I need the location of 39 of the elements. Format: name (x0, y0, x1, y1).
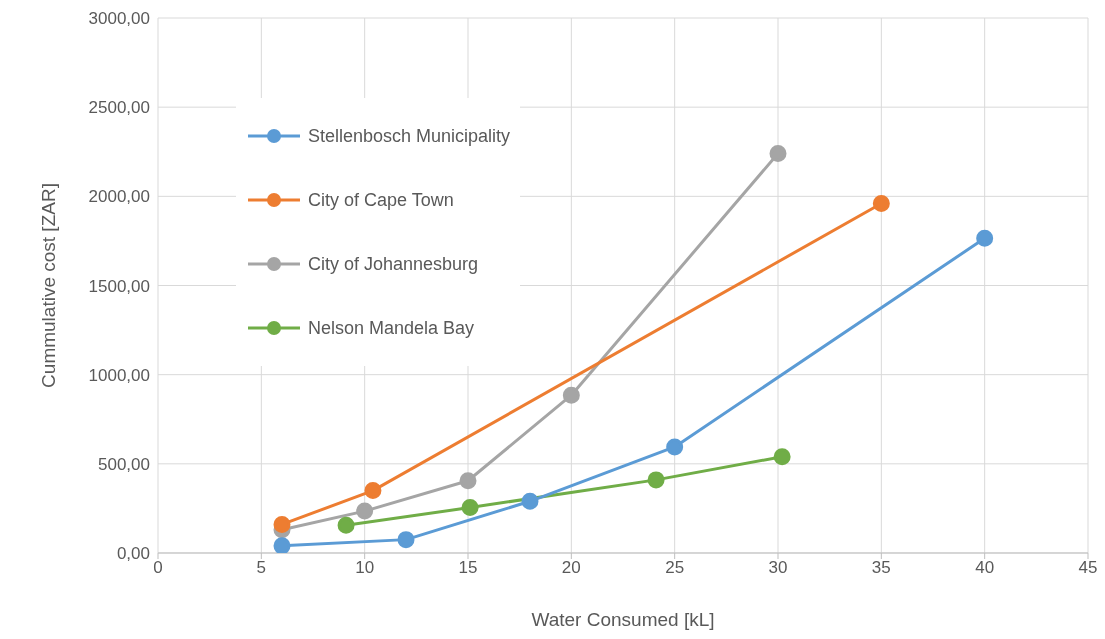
x-tick-label: 5 (256, 558, 267, 578)
x-tick-label: 30 (768, 558, 788, 578)
legend-label: Stellenbosch Municipality (308, 125, 511, 147)
point (397, 531, 415, 549)
x-tick-label: 25 (665, 558, 685, 578)
y-axis-title: Cummulative cost [ZAR] (37, 183, 59, 388)
y-tick-label: 3000,00 (88, 9, 150, 29)
x-tick-label: 15 (458, 558, 478, 578)
legend-label: Nelson Mandela Bay (308, 317, 475, 339)
point (273, 537, 291, 553)
y-tick-label: 2500,00 (88, 98, 150, 118)
x-tick-label: 40 (975, 558, 995, 578)
point (647, 471, 665, 489)
y-tick-label: 1500,00 (88, 276, 150, 296)
point (666, 438, 684, 456)
point (773, 448, 791, 466)
x-tick-label: 20 (561, 558, 581, 578)
y-tick-label: 1000,00 (88, 365, 150, 385)
x-tick-label: 45 (1078, 558, 1098, 578)
y-tick-label: 2000,00 (88, 187, 150, 207)
point (562, 386, 580, 404)
legend-label: City of Cape Town (308, 189, 454, 211)
point (769, 145, 787, 163)
point (461, 499, 479, 517)
point (356, 502, 374, 520)
point (976, 229, 994, 247)
point (273, 515, 291, 533)
point (337, 516, 355, 534)
y-tick-label: 0,00 (116, 544, 150, 564)
point (364, 482, 382, 500)
legend-label: City of Johannesburg (308, 253, 479, 275)
x-tick-label: 10 (355, 558, 375, 578)
x-tick-label: 0 (153, 558, 163, 578)
point (872, 194, 890, 212)
y-tick-label: 500,00 (98, 454, 150, 474)
point (459, 472, 477, 490)
point (521, 492, 539, 510)
x-tick-label: 35 (871, 558, 891, 578)
x-axis-title: Water Consumed [kL] (531, 609, 715, 631)
